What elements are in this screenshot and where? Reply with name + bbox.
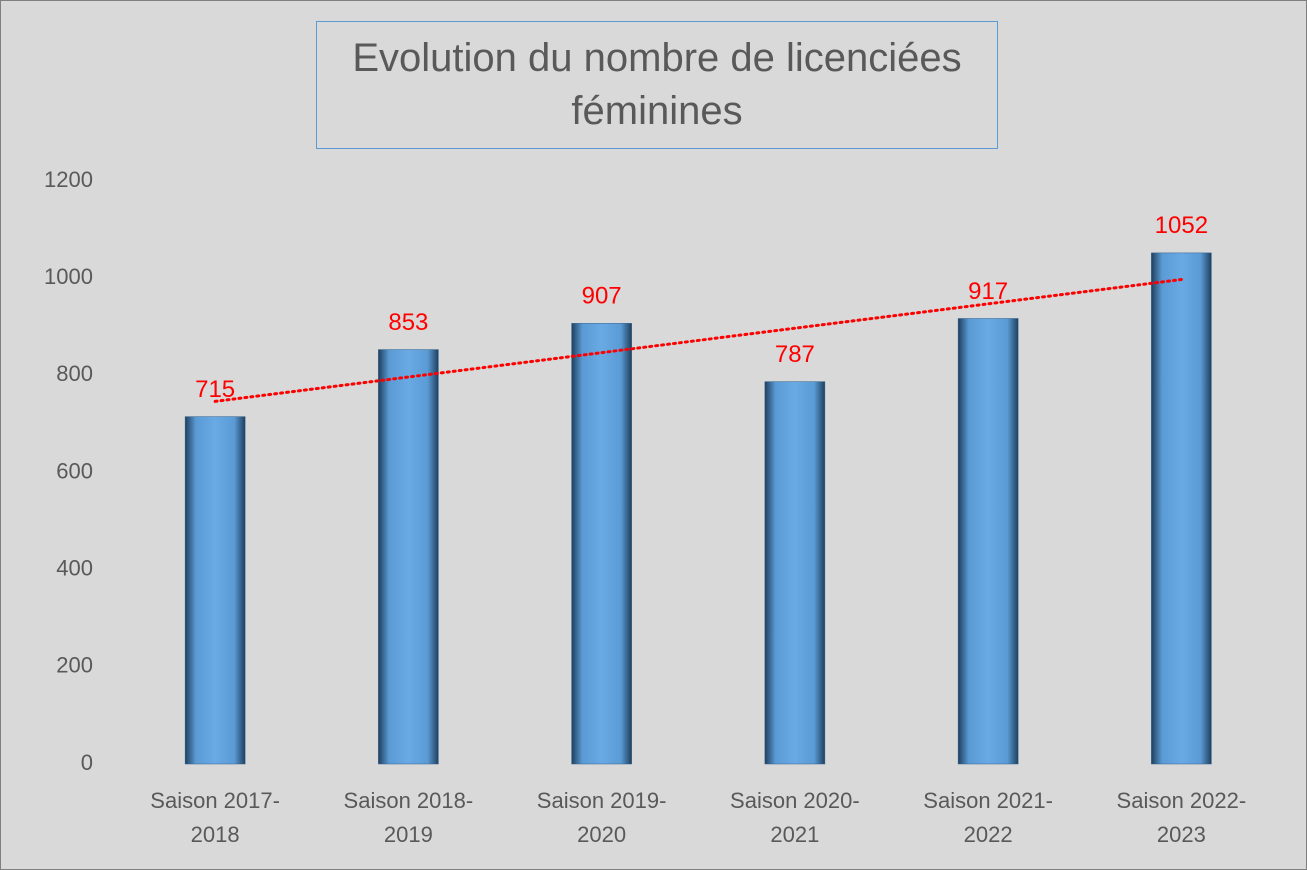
data-label: 1052 [1155,212,1208,239]
x-tick-label: Saison 2020-2021 [730,788,860,847]
y-tick-label: 800 [56,361,93,386]
x-tick-label: Saison 2019-2020 [536,788,667,847]
y-tick-label: 1200 [44,167,93,192]
x-tick-label: Saison 2021-2022 [923,788,1053,847]
bar [764,381,826,765]
bar [1151,252,1212,765]
y-tick-label: 1000 [44,264,93,289]
bar [571,323,632,765]
chart-title: Evolution du nombre de licenciées fémini… [316,21,998,149]
trendline [213,277,1183,403]
data-label: 853 [388,309,428,336]
x-tick-label: Saison 2017-2018 [150,788,280,847]
bar [378,349,439,765]
data-label: 917 [968,278,1008,305]
y-tick-label: 600 [56,458,93,483]
data-label: 787 [775,341,815,368]
bar [184,416,246,765]
y-tick-label: 0 [81,750,93,775]
data-label: 907 [582,283,622,310]
y-tick-label: 200 [56,653,93,678]
x-tick-label: Saison 2022-2023 [1116,788,1247,847]
y-tick-label: 400 [56,555,93,580]
x-tick-label: Saison 2018-2019 [343,788,474,847]
bar [957,318,1019,765]
